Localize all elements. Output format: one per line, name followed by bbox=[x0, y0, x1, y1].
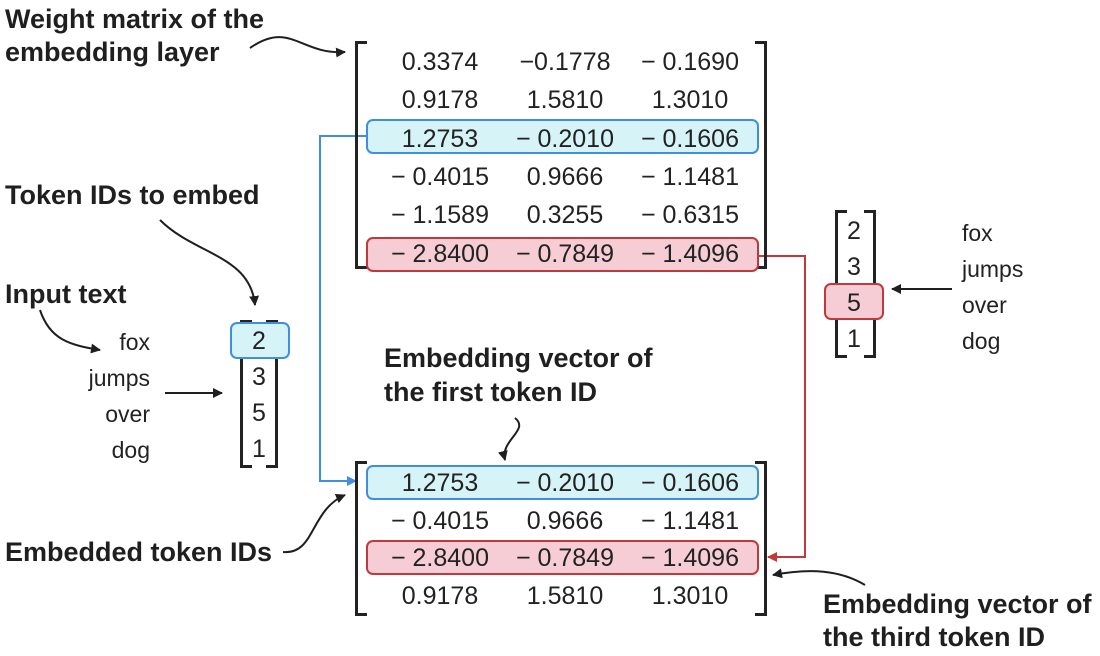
embedded-cell: − 0.4015 bbox=[390, 506, 489, 535]
input-word: over bbox=[105, 401, 150, 427]
input-word: dog bbox=[111, 437, 150, 463]
weight-matrix-right-bracket bbox=[755, 41, 767, 269]
token-ids-label: Token IDs to embed bbox=[5, 180, 260, 210]
token-id: 2 bbox=[252, 327, 266, 355]
weight-cell: 0.9666 bbox=[526, 162, 604, 191]
embedded-cell: − 1.4096 bbox=[640, 544, 739, 572]
weight-matrix-label-line1: Weight matrix of the bbox=[5, 4, 265, 34]
red-lookup-connector bbox=[759, 255, 806, 562]
weight-cell: − 1.4096 bbox=[640, 239, 739, 268]
first-vector-label-line2: the first token ID bbox=[384, 377, 598, 407]
input-word: fox bbox=[119, 329, 150, 355]
token-id: 5 bbox=[252, 399, 266, 427]
embedded-cell: − 1.1481 bbox=[640, 506, 739, 535]
weight-cell: − 1.1589 bbox=[390, 201, 489, 230]
input-text-label: Input text bbox=[5, 279, 127, 309]
weight-cell: −0.1778 bbox=[519, 48, 611, 76]
arrow-third-vector-label bbox=[772, 568, 866, 586]
input-word: over bbox=[962, 292, 1007, 318]
embedded-cell: − 2.8400 bbox=[390, 544, 489, 572]
embedded-matrix-left-bracket bbox=[355, 461, 367, 616]
embedded-token-ids-label: Embedded token IDs bbox=[5, 537, 273, 567]
weight-cell: − 0.1606 bbox=[640, 124, 739, 153]
weight-cell: 1.5810 bbox=[526, 86, 604, 115]
token-id: 3 bbox=[847, 253, 861, 281]
weight-matrix-left-bracket bbox=[355, 41, 367, 269]
arrow-token-ids-label bbox=[159, 219, 260, 306]
token-id: 1 bbox=[252, 435, 266, 463]
weight-cell: − 0.7849 bbox=[515, 239, 614, 268]
embedded-cell: 1.5810 bbox=[526, 581, 604, 610]
weight-cell: 0.9178 bbox=[401, 86, 479, 115]
token-id: 1 bbox=[847, 325, 861, 353]
token-id: 3 bbox=[252, 363, 266, 391]
input-word: fox bbox=[962, 220, 993, 246]
right-id-highlight-red bbox=[824, 283, 884, 320]
weight-cell: 1.2753 bbox=[401, 124, 479, 153]
arrow-first-vector-label bbox=[497, 417, 521, 461]
left-id-highlight-blue bbox=[230, 322, 290, 359]
arrow-embedded-label bbox=[282, 493, 346, 554]
embedded-cell: − 0.2010 bbox=[515, 469, 614, 497]
left-ids-left-bracket bbox=[240, 320, 252, 468]
arrow-weight-label bbox=[249, 36, 346, 58]
input-word: jumps bbox=[88, 365, 150, 391]
embedded-matrix-right-bracket bbox=[755, 461, 767, 616]
embedded-cell: 0.9178 bbox=[401, 581, 479, 610]
embedded-row-highlight-blue bbox=[366, 465, 759, 500]
weight-cell: 0.3255 bbox=[526, 201, 604, 230]
weight-cell: − 0.1690 bbox=[640, 48, 739, 76]
weight-cell: 1.3010 bbox=[651, 86, 729, 115]
embedded-cell: − 0.7849 bbox=[515, 544, 614, 572]
weight-cell: − 0.4015 bbox=[390, 162, 489, 191]
left-ids-right-bracket bbox=[266, 320, 278, 468]
first-vector-label-line1: Embedding vector of bbox=[384, 343, 653, 373]
weight-row-highlight-red bbox=[366, 237, 759, 272]
input-word: dog bbox=[962, 328, 1001, 354]
third-vector-label-line1: Embedding vector of bbox=[823, 589, 1092, 619]
arrow-input-text-label bbox=[39, 309, 101, 354]
third-vector-label-line2: the third token ID bbox=[823, 622, 1045, 652]
embedded-cell: 1.2753 bbox=[401, 469, 479, 497]
weight-cell: − 2.8400 bbox=[390, 239, 489, 268]
weight-cell: − 0.6315 bbox=[640, 201, 739, 230]
token-id: 2 bbox=[847, 217, 861, 245]
embedded-cell: − 0.1606 bbox=[640, 469, 739, 497]
weight-cell: − 1.1481 bbox=[640, 162, 739, 191]
weight-matrix-label-line2: embedding layer bbox=[5, 37, 220, 67]
input-word: jumps bbox=[962, 256, 1024, 282]
embedded-cell: 1.3010 bbox=[651, 581, 729, 610]
weight-cell: 0.3374 bbox=[401, 48, 479, 76]
weight-cell: − 0.2010 bbox=[515, 124, 614, 153]
embedded-cell: 0.9666 bbox=[526, 506, 604, 535]
weight-row-highlight-blue bbox=[366, 119, 759, 154]
token-id: 5 bbox=[847, 289, 861, 317]
blue-lookup-connector bbox=[319, 135, 366, 486]
embedded-row-highlight-red bbox=[366, 540, 759, 575]
